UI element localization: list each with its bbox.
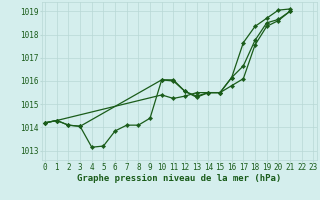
X-axis label: Graphe pression niveau de la mer (hPa): Graphe pression niveau de la mer (hPa) bbox=[77, 174, 281, 183]
